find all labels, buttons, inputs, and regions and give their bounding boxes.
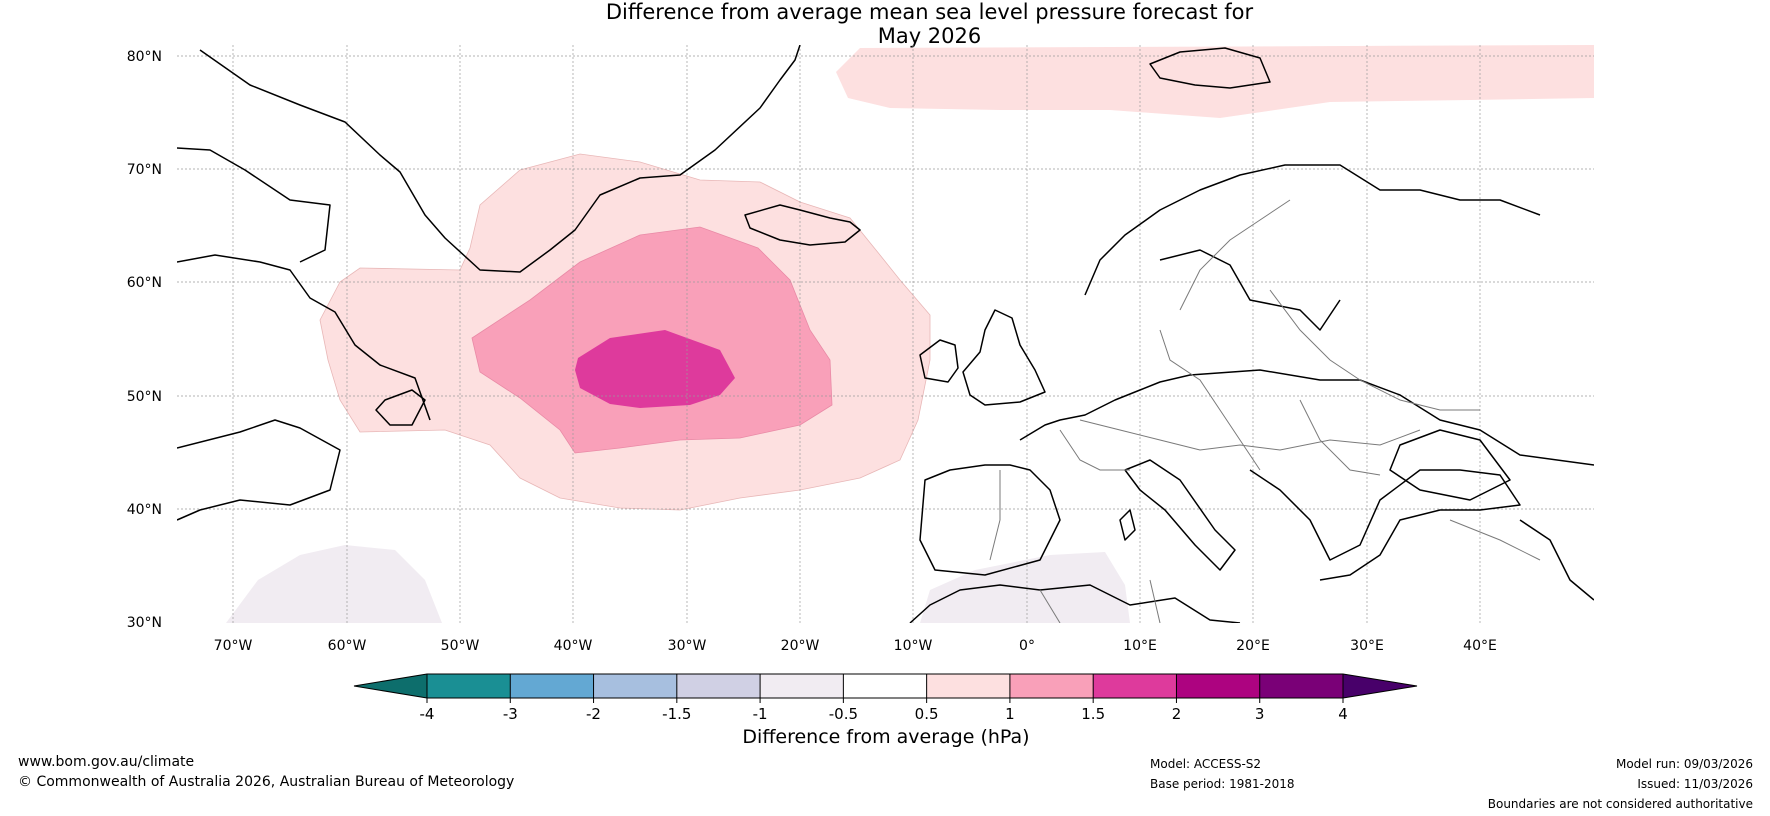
footer-disclaimer: Boundaries are not considered authoritat… [1487,797,1753,811]
colorbar-tick-label: 3 [1254,705,1265,723]
coast-north-africa [909,584,1241,623]
colorbar-under-arrow [354,674,427,698]
anomaly-region-0.5-1-north [836,45,1594,118]
lat-label: 30°N [127,615,162,631]
coast-svalbard [1149,47,1271,89]
colorbar-over-arrow [1343,674,1417,698]
colorbar-swatch [926,674,1011,698]
longitude-labels: 70°W 60°W 50°W 40°W 30°W 20°W 10°W 0° 10… [214,638,1497,654]
coast-mainland-europe [1019,369,1594,466]
colorbar-swatch [676,674,761,698]
colorbar-title: Difference from average (hPa) [742,726,1030,748]
anomaly-region-1.5-2 [575,330,735,408]
colorbar-tick-label: -4 [419,705,435,723]
lon-label: 30°W [668,638,707,654]
colorbar-swatch [843,674,928,698]
colorbar-swatch [593,674,678,698]
title-line-2: May 2026 [877,24,982,48]
colorbar-tick-label: 0.5 [914,705,939,723]
lon-label: 40°W [554,638,593,654]
footer-issued: Issued: 11/03/2026 [1637,777,1753,791]
lat-label: 70°N [127,162,162,178]
coast-quebec [177,419,341,521]
lon-label: 60°W [328,638,367,654]
footer-url: www.bom.gov.au/climate [18,754,195,770]
footer-copyright: © Commonwealth of Australia 2026, Austra… [18,774,515,790]
colorbar-tick-label: 4 [1338,705,1348,723]
colorbar-tick-label: -1.5 [662,705,692,723]
lat-label: 60°N [127,275,162,291]
coast-greenland [199,45,801,273]
colorbar-swatch [427,674,511,698]
colorbar-tick-label: -1 [752,705,768,723]
coastlines [177,45,1594,623]
coast-italy [1124,459,1236,571]
coast-ireland [919,339,959,383]
anomaly-region-neg-west [226,545,442,623]
colorbar-swatch [1176,674,1261,698]
coast-baffin [177,147,331,263]
colorbar-tick-label: 2 [1171,705,1182,723]
colorbar-tick-label: 1.5 [1081,705,1106,723]
colorbar-swatch [1093,674,1177,698]
map-title: Difference from average mean sea level p… [0,0,1770,48]
country-borders [989,199,1541,623]
coast-balkans [1249,469,1521,581]
colorbar-swatch [510,674,595,698]
lon-label: 50°W [441,638,480,654]
colorbar-swatch [1259,674,1344,698]
lon-label: 20°W [781,638,820,654]
lon-label: 70°W [214,638,253,654]
coast-black-sea [1389,429,1511,501]
coast-newfoundland [375,389,426,426]
lat-label: 40°N [127,502,162,518]
colorbar-tick-label: -0.5 [828,705,859,723]
coast-iberia [919,464,1061,576]
coast-britain [962,309,1046,406]
coast-iceland [744,204,861,246]
colorbar-tick-label: -3 [502,705,518,723]
lat-label: 50°N [127,389,162,405]
colorbar-tick-label: 1 [1005,705,1015,723]
latitude-labels: 80°N 70°N 60°N 50°N 40°N 30°N [127,49,162,631]
coast-levant [1519,519,1594,601]
title-line-1: Difference from average mean sea level p… [605,0,1254,24]
colorbar [353,673,1418,703]
colorbar-swatches [427,674,1344,698]
colorbar-outline [353,673,1418,699]
colorbar-swatch [760,674,844,698]
footer-model: Model: ACCESS-S2 [1150,757,1262,771]
lon-label: 30°E [1350,638,1384,654]
footer-base-period: Base period: 1981-2018 [1150,777,1295,791]
lat-label: 80°N [127,49,162,65]
coast-norway [1084,164,1541,296]
footer-model-run: Model run: 09/03/2026 [1615,757,1753,771]
coast-baltic [1159,249,1341,331]
lon-label: 40°E [1463,638,1497,654]
graticule [177,45,1594,623]
map-area [177,45,1594,623]
lon-label: 20°E [1236,638,1270,654]
colorbar-swatch [1009,674,1094,698]
lon-label: 0° [1019,638,1035,654]
coast-sardinia [1119,509,1136,541]
lon-label: 10°W [894,638,933,654]
colorbar-tick-label: -2 [586,705,601,723]
coast-labrador [177,254,431,421]
lon-label: 10°E [1123,638,1157,654]
